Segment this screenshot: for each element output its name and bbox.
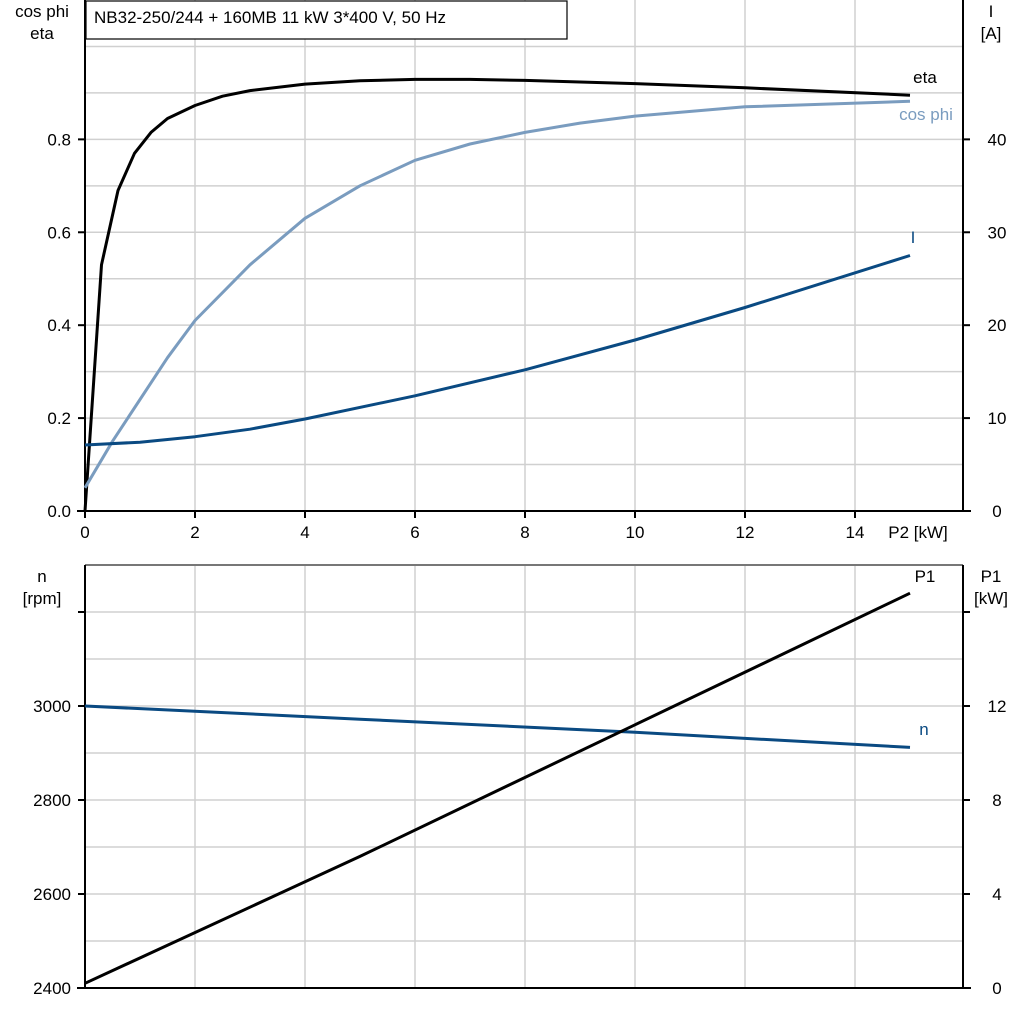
y-left-tick-label: 3000 [33, 697, 71, 716]
x-tick-label: 0 [80, 523, 89, 542]
y-left-tick-label: 0.4 [47, 316, 71, 335]
y-right-tick-label: 10 [988, 409, 1007, 428]
series-label: P1 [915, 567, 936, 586]
y-right-axis-title: P1 [981, 567, 1002, 586]
series-line-n [84, 704, 911, 749]
y-right-axis-title: [kW] [974, 589, 1008, 608]
y-left-tick-label: 2400 [33, 979, 71, 998]
x-tick-label: 2 [190, 523, 199, 542]
x-tick-label: 8 [520, 523, 529, 542]
x-tick-label: 4 [300, 523, 309, 542]
y-left-tick-label: 2800 [33, 791, 71, 810]
y-left-tick-label: 0.8 [47, 130, 71, 149]
y-right-tick-label: 0 [992, 979, 1001, 998]
series-label: n [919, 720, 928, 739]
y-left-axis-title: [rpm] [23, 589, 62, 608]
y-left-axis-title: eta [30, 24, 54, 43]
y-left-axis-title: cos phi [15, 2, 69, 21]
x-axis-title: P2 [kW] [888, 523, 948, 542]
x-tick-label: 6 [410, 523, 419, 542]
y-right-tick-label: 30 [988, 223, 1007, 242]
y-right-tick-label: 12 [988, 697, 1007, 716]
y-left-tick-label: 0.0 [47, 502, 71, 521]
title-box [85, 0, 568, 40]
series-label: I [911, 228, 916, 247]
series-line-cos-phi [83, 99, 911, 489]
y-left-tick-label: 0.2 [47, 409, 71, 428]
y-right-axis-title: I [989, 2, 994, 21]
y-left-tick-label: 2600 [33, 885, 71, 904]
series-label: eta [913, 68, 937, 87]
x-tick-label: 14 [846, 523, 865, 542]
x-tick-label: 10 [626, 523, 645, 542]
series-label: cos phi [899, 105, 953, 124]
y-right-tick-label: 4 [992, 885, 1001, 904]
y-left-axis-title: n [37, 567, 46, 586]
series-line-eta [83, 77, 911, 512]
x-tick-label: 12 [736, 523, 755, 542]
y-right-tick-label: 8 [992, 791, 1001, 810]
y-right-tick-label: 0 [992, 502, 1001, 521]
series-line-i [84, 254, 911, 447]
y-right-tick-label: 40 [988, 130, 1007, 149]
chart-title: NB32-250/244 + 160MB 11 kW 3*400 V, 50 H… [94, 8, 446, 27]
series-line-p1 [84, 591, 911, 985]
y-right-tick-label: 20 [988, 316, 1007, 335]
y-left-tick-label: 0.6 [47, 223, 71, 242]
y-right-axis-title: [A] [981, 24, 1002, 43]
